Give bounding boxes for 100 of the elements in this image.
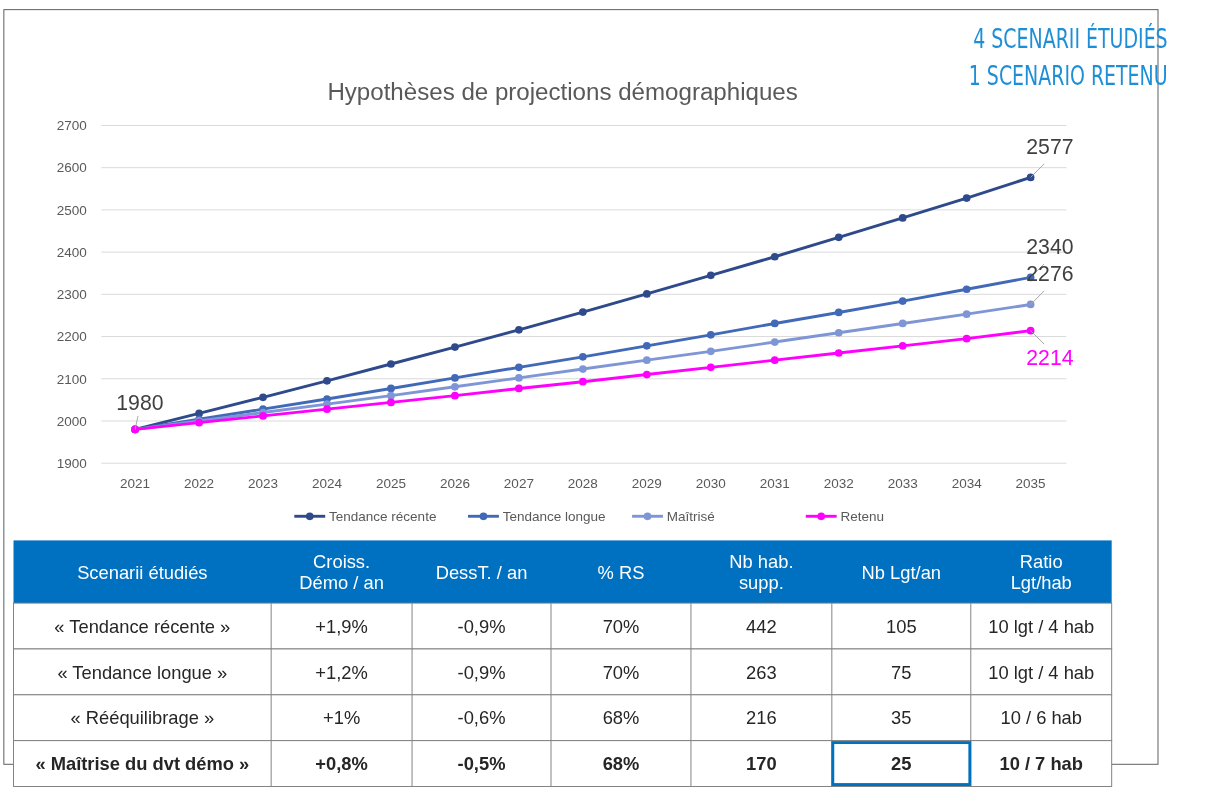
category-label: Croiss. Démo / an [299,550,384,594]
point [323,377,331,385]
text: « Tendance récente » [54,615,231,637]
x-tick-label: 2035 [1015,476,1046,492]
point [770,252,779,261]
point [579,352,587,361]
point [387,391,395,400]
text: -0,6% [457,707,506,729]
point [451,343,459,351]
point [451,382,459,391]
data-label: 1980 [116,391,164,415]
text: 442 [746,615,777,637]
text: 10 / 6 hab [1000,707,1082,729]
text: 170 [746,753,777,775]
text: 216 [746,707,777,729]
x-tick-label: 2030 [695,476,726,492]
point [259,393,267,402]
text: 68% [602,707,640,729]
point [515,384,523,393]
point [962,310,971,319]
point [962,285,971,294]
category-label: Scenarii étudiés [77,561,208,583]
text: 35 [891,707,912,729]
point [706,347,715,356]
point [515,325,523,334]
text: 10 lgt / 4 hab [988,615,1095,637]
x-tick-label: 2028 [567,476,598,492]
text: « Tendance longue » [57,661,228,683]
y-tick-label: 2000 [56,413,87,429]
point [387,360,395,368]
y-tick-label: 1900 [56,456,87,472]
point [451,374,459,382]
data-label: 2577 [1026,135,1074,159]
text: 70% [602,615,640,637]
y-tick-label: 2100 [56,371,87,387]
y-tick-label: 2400 [56,244,87,260]
x-tick-label: 2024 [311,476,343,492]
point [515,374,523,382]
text: +1,9% [315,615,368,637]
point [1026,326,1035,335]
point [387,398,395,407]
x-tick-label: 2034 [951,476,983,492]
x-tick-label: 2027 [503,476,534,492]
legend-label: Retenu [840,509,885,525]
y-tick-label: 2200 [56,329,87,345]
data-label: 2276 [1026,262,1074,286]
x-tick-label: 2021 [120,476,151,492]
point [706,363,715,372]
text: 25 [891,753,912,775]
text: « Maîtrise du dvt démo » [35,753,250,775]
x-tick-label: 2026 [439,476,470,492]
point [642,290,651,298]
text: 263 [746,661,777,683]
text: +1,2% [315,661,368,683]
legend-label: Tendance récente [329,509,437,525]
point [1026,173,1035,182]
text: -0,9% [457,661,506,683]
text: 1 SCENARIO RETENU [968,60,1168,92]
point [706,271,715,280]
category-label: Ratio Lgt/hab [1010,550,1072,594]
point [962,334,971,343]
point [834,308,843,317]
category-label: DessT. / an [435,561,528,583]
point [962,194,971,202]
y-tick-label: 2500 [56,202,87,218]
point [770,319,779,328]
point [451,391,459,400]
legend-label: Tendance longue [502,509,606,525]
y-tick-label: 2300 [56,287,87,303]
x-tick-label: 2032 [823,476,854,492]
text: « Rééquilibrage » [70,707,215,729]
point [770,338,779,346]
category-label: Nb hab. supp. [729,550,794,594]
point [898,341,907,350]
point [642,356,651,365]
data-label: 2340 [1026,235,1074,259]
data-label: 2214 [1026,346,1074,370]
text: 105 [886,615,917,637]
x-tick-label: 2029 [631,476,662,492]
point [1026,300,1035,309]
point [323,405,331,414]
chart-title: Hypothèses de projections démographiques [327,78,798,106]
y-tick-label: 2700 [56,118,87,134]
point [834,349,843,357]
text: 10 / 7 hab [999,753,1084,775]
category-label: % RS [597,561,645,583]
text: 4 SCENARII ÉTUDIÉS [973,22,1168,55]
point [642,370,651,379]
point [579,308,587,316]
point [834,328,843,337]
point [259,412,267,420]
text: 70% [602,661,640,683]
point [770,356,779,365]
text: 75 [891,661,912,683]
text: -0,5% [457,753,506,775]
point [898,319,907,328]
text: -0,9% [457,615,506,637]
x-tick-label: 2031 [759,476,790,492]
y-tick-label: 2600 [56,160,87,176]
x-tick-label: 2033 [887,476,918,492]
